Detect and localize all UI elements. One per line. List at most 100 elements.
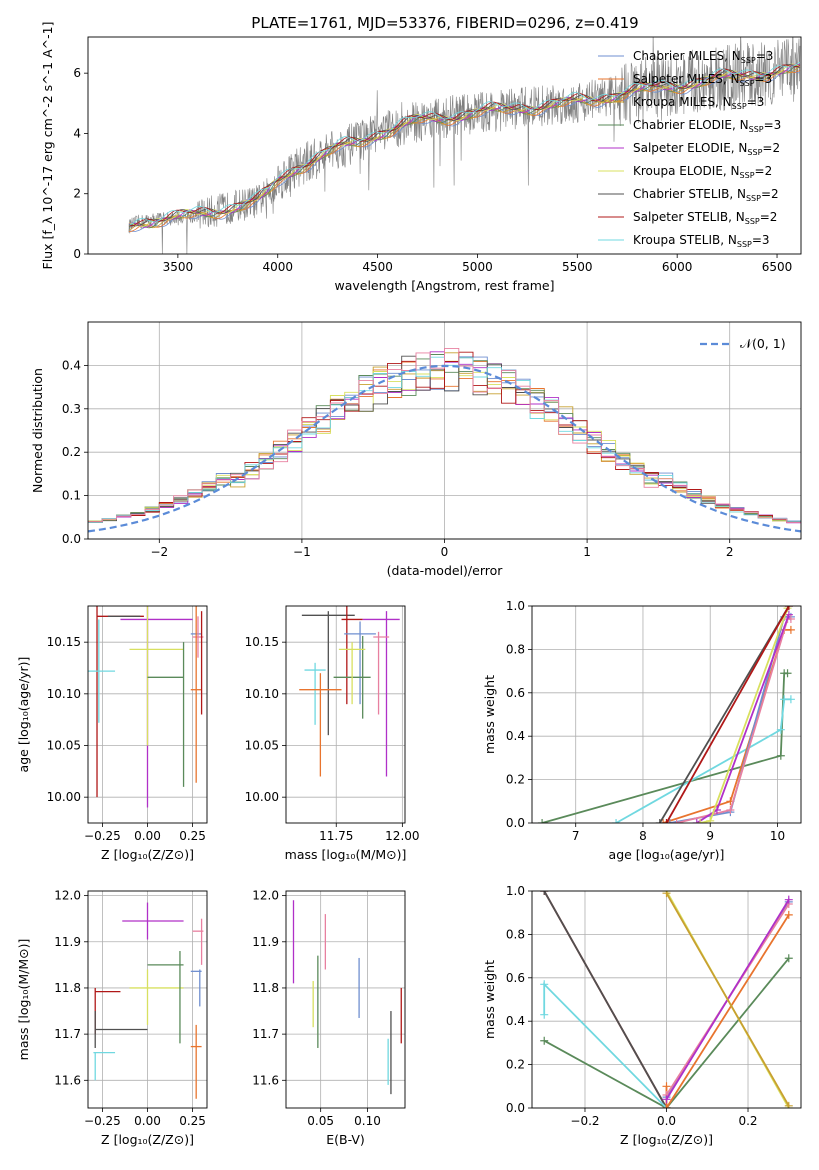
x-tick-label: 3500 [163, 260, 194, 274]
legend-label: Salpeter MILES, NSSP=3 [633, 72, 772, 88]
legend-label: 𝒩(0, 1) [740, 336, 786, 351]
y-tick-label: 0.8 [506, 642, 525, 656]
y-tick-label: 0.6 [506, 686, 525, 700]
plot-area [292, 900, 402, 1095]
axes-frame [285, 605, 406, 824]
x-tick-label: 0.25 [179, 1114, 206, 1128]
x-tick-label: 2 [726, 545, 734, 559]
plot-area [540, 891, 793, 1108]
weight-marker [784, 954, 793, 963]
y-tick-label: 11.8 [252, 981, 279, 995]
weight-marker [696, 819, 705, 823]
panel-massweight-vs-Z: −0.2 0.0 0.2 0.0 0.2 0.4 0.6 0.8 1.0 Z [log₁₀(Z/Z… [482, 884, 802, 1147]
weight-marker [655, 819, 664, 823]
x-tick-label: −0.25 [84, 829, 121, 843]
panel-age-vs-mass: 11.75 12.00 10.00 10.05 10.10 10.15 mass [log₁… [245, 605, 420, 862]
x-tick-label: −0.2 [570, 1114, 599, 1128]
y-axis-label: mass [log₁₀(M/M⊙)] [16, 939, 31, 1061]
y-tick-label: 11.7 [252, 1027, 279, 1041]
panel-age-vs-Z: −0.25 0.00 0.25 10.00 10.05 10.10 10.15 Z [log₁… [16, 605, 208, 862]
axes-frame [87, 605, 208, 824]
weight-line [543, 891, 668, 1108]
weight-marker [662, 891, 671, 898]
x-axis-label: (data-model)/error [387, 563, 504, 578]
weight-line [543, 957, 790, 1108]
x-axis-label: Z [log₁₀(Z/Z⊙)] [620, 1132, 713, 1147]
model-line [128, 63, 801, 227]
weight-marker [780, 695, 789, 704]
x-tick-label: 0.2 [738, 1114, 757, 1128]
y-tick-label: 0.2 [506, 1058, 525, 1072]
y-tick-label: 1.0 [506, 599, 525, 613]
weight-line [699, 607, 789, 823]
weight-line [696, 614, 790, 823]
weight-marker [726, 805, 735, 814]
y-tick-label: 12.0 [252, 889, 279, 903]
figure-title: PLATE=1761, MJD=53376, FIBERID=0296, z=0… [251, 14, 638, 32]
weight-marker [784, 1101, 793, 1108]
weight-marker [692, 819, 701, 823]
x-tick-label: 0.0 [657, 1114, 676, 1128]
weight-marker [612, 819, 621, 823]
legend-label: Chabrier MILES, NSSP=3 [633, 49, 773, 65]
x-tick-label: 0.25 [179, 829, 206, 843]
weight-marker [776, 725, 785, 734]
y-tick-label: 11.9 [252, 935, 279, 949]
y-tick-label: 10.05 [47, 739, 81, 753]
weight-marker [540, 891, 549, 895]
weight-marker [784, 610, 793, 619]
x-tick-label: 1 [583, 545, 591, 559]
model-line [128, 64, 801, 227]
x-axis-label: Z [log₁₀(Z/Z⊙)] [101, 847, 194, 862]
axes-frame [531, 605, 802, 824]
x-tick-label: 9 [706, 829, 714, 843]
axes-frame [87, 321, 802, 540]
y-tick-label: 10.10 [245, 687, 279, 701]
x-tick-label: −2 [150, 545, 168, 559]
x-tick-label: 4500 [362, 260, 393, 274]
model-line [128, 63, 801, 227]
y-tick-label: 6 [73, 66, 81, 80]
x-axis-label: wavelength [Angstrom, rest frame] [334, 278, 554, 293]
x-tick-label: 8 [639, 829, 647, 843]
weight-marker [706, 816, 715, 823]
weight-marker [784, 895, 793, 904]
y-axis-label: Flux [f_λ 10^-17 erg cm^-2 s^-1 A^-1] [40, 22, 55, 270]
x-axis-label: E(B-V) [326, 1132, 365, 1147]
weight-line [659, 606, 790, 823]
y-axis-label: mass weight [482, 960, 497, 1039]
x-tick-label: 6000 [662, 260, 693, 274]
weight-line [665, 606, 790, 823]
y-tick-label: 11.6 [252, 1073, 279, 1087]
weight-line [543, 982, 668, 1108]
y-tick-label: 0.2 [506, 773, 525, 787]
weight-line [541, 672, 788, 823]
weight-marker [662, 1104, 671, 1108]
legend-label: Salpeter STELIB, NSSP=2 [633, 210, 777, 226]
x-tick-label: −0.25 [84, 1114, 121, 1128]
y-tick-label: 11.6 [54, 1073, 81, 1087]
y-tick-label: 10.10 [47, 687, 81, 701]
x-tick-label: 7 [572, 829, 580, 843]
axes-frame [531, 890, 802, 1109]
weight-marker [672, 819, 681, 823]
weight-marker [662, 1082, 671, 1091]
histogram-series [88, 351, 801, 523]
weight-marker [786, 625, 795, 634]
x-axis-label: mass [log₁₀(M/M⊙)] [285, 847, 407, 862]
y-tick-label: 0.0 [62, 532, 81, 546]
panel-massweight-vs-age: 7 8 9 10 0.0 0.2 0.4 0.6 0.8 1.0 age [log₁₀(age/yr… [482, 599, 802, 862]
y-tick-label: 12.0 [54, 889, 81, 903]
weight-marker [776, 751, 785, 760]
axes-frame [87, 890, 208, 1109]
y-tick-label: 0.2 [62, 445, 81, 459]
y-tick-label: 0.3 [62, 402, 81, 416]
weight-marker [783, 669, 792, 678]
y-axis-label: age [log₁₀(age/yr)] [16, 657, 31, 773]
panel-residuals: −2 −1 0 1 2 0.0 0.1 0.2 0.3 0.4 (data-model)/error… [30, 321, 802, 578]
x-tick-label: 5000 [462, 260, 493, 274]
plot-area [538, 606, 795, 823]
y-tick-label: 0.0 [506, 1101, 525, 1115]
legend-label: Chabrier STELIB, NSSP=2 [633, 187, 779, 203]
weight-marker [662, 819, 671, 823]
